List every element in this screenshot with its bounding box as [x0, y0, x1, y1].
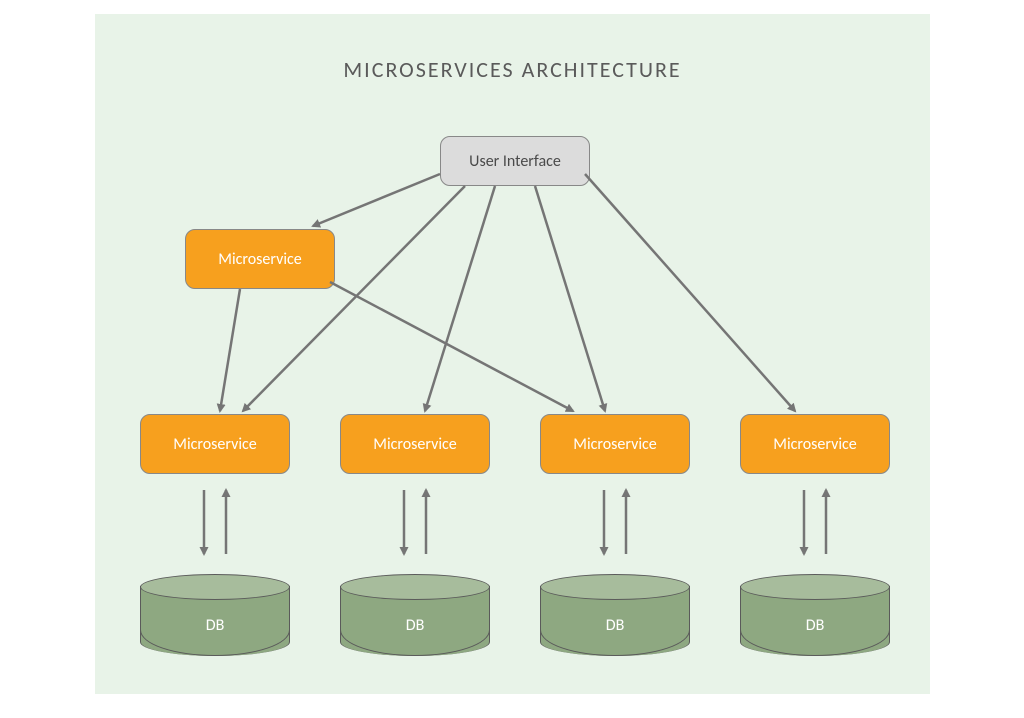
microservice-label: Microservice [573, 435, 656, 454]
microservice-node-2: Microservice [340, 414, 490, 474]
microservice-node-top: Microservice [185, 229, 335, 289]
database-cylinder-3: DB [540, 574, 690, 656]
database-cylinder-2: DB [340, 574, 490, 656]
microservice-label: Microservice [173, 435, 256, 454]
microservice-label: Microservice [373, 435, 456, 454]
microservice-node-3: Microservice [540, 414, 690, 474]
database-label: DB [340, 616, 490, 635]
database-label: DB [740, 616, 890, 635]
microservice-label: Microservice [218, 250, 301, 269]
database-cylinder-1: DB [140, 574, 290, 656]
database-cylinder-4: DB [740, 574, 890, 656]
microservice-node-4: Microservice [740, 414, 890, 474]
microservice-label: Microservice [773, 435, 856, 454]
database-label: DB [140, 616, 290, 635]
diagram-title: MICROSERVICES ARCHITECTURE [343, 56, 681, 83]
user-interface-node: User Interface [440, 136, 590, 186]
diagram-canvas: MICROSERVICES ARCHITECTURE User Interfac… [95, 14, 930, 694]
user-interface-label: User Interface [469, 152, 561, 171]
microservice-node-1: Microservice [140, 414, 290, 474]
database-label: DB [540, 616, 690, 635]
